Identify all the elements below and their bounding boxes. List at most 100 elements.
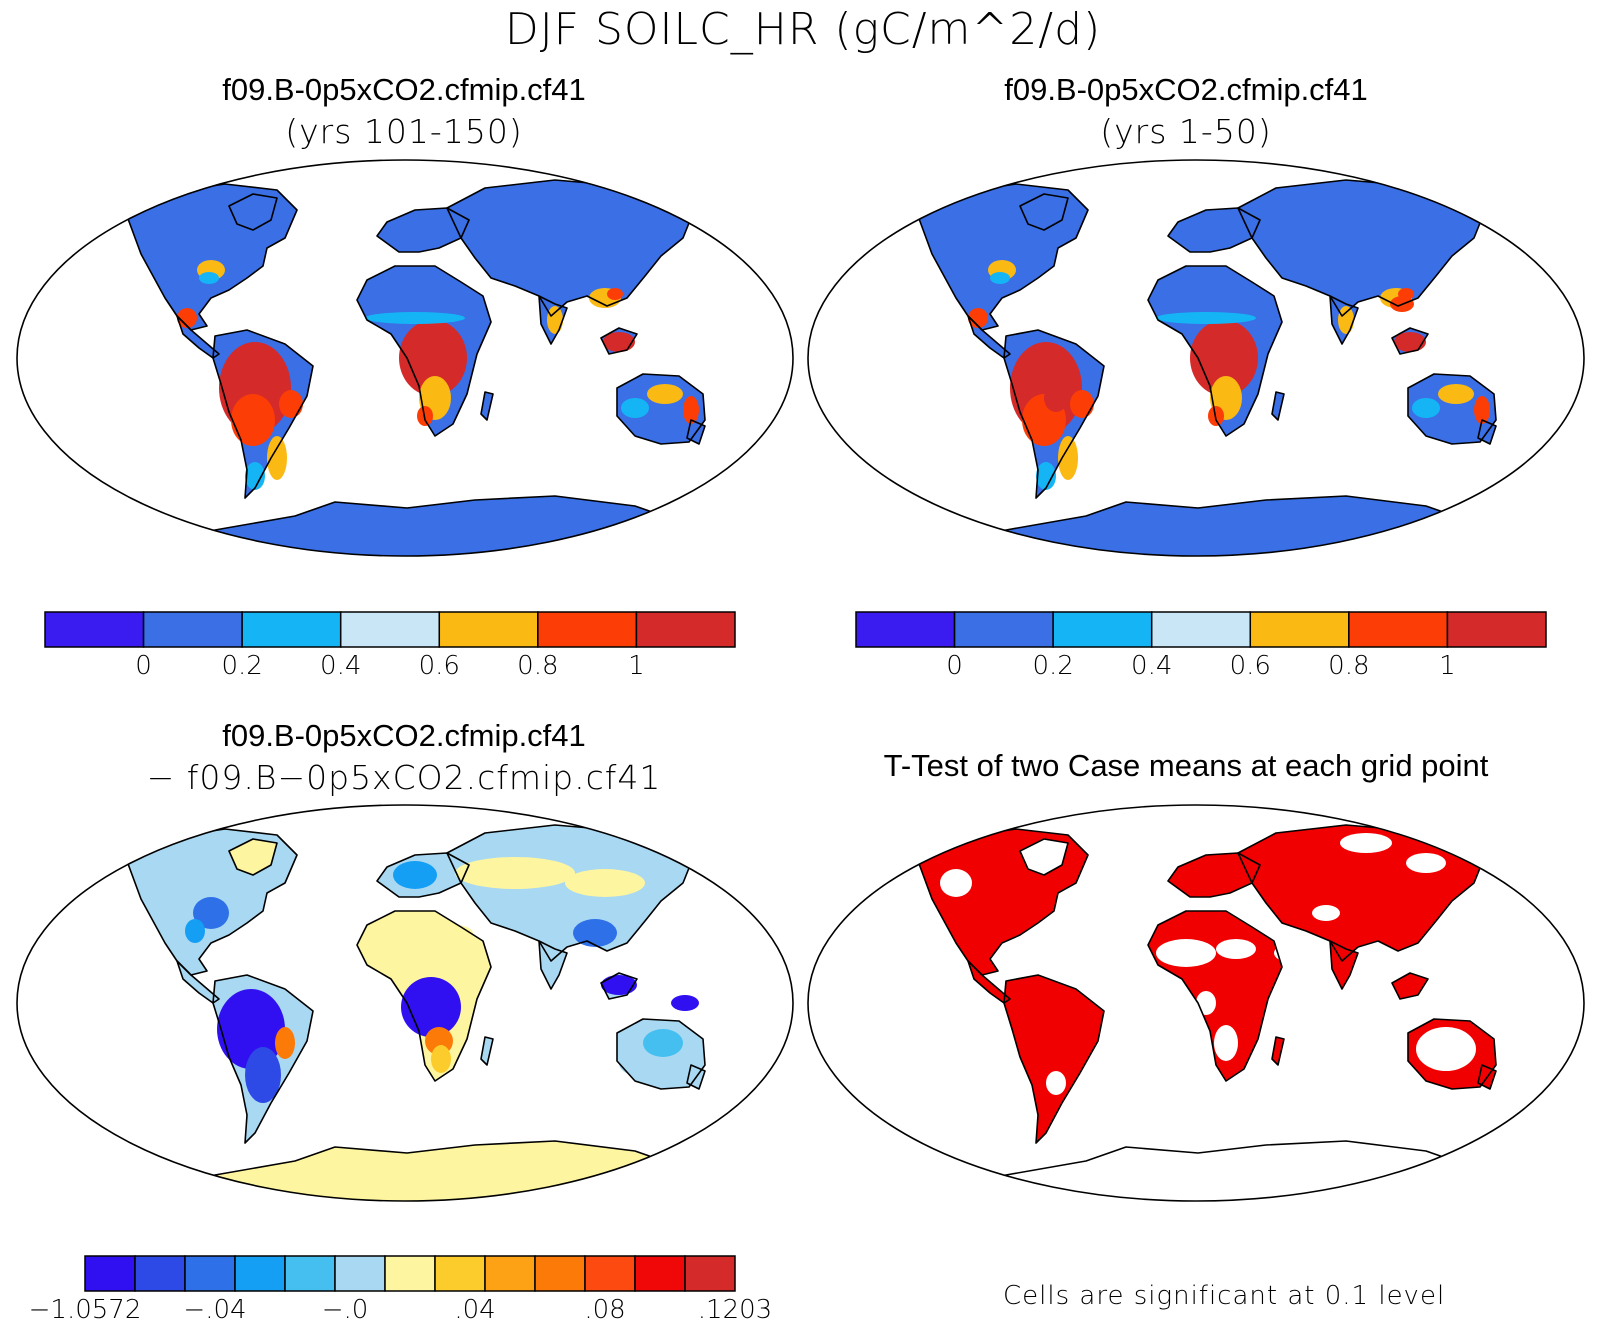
colorbar-swatch <box>1446 611 1547 648</box>
continent-southAmerica <box>1004 975 1104 1143</box>
data-patch <box>267 436 287 480</box>
data-patch <box>1438 384 1474 404</box>
continent-europe <box>1168 853 1260 897</box>
data-patch <box>990 272 1010 284</box>
data-patch <box>643 1029 683 1057</box>
coastline-madagascar <box>1271 1036 1285 1066</box>
colorbar-tick-label: 0 <box>135 651 152 681</box>
coastline-europe <box>1167 207 1261 253</box>
coastline-madagascar <box>1271 391 1285 421</box>
coastline-india <box>1329 940 1359 990</box>
coastline-australia <box>616 373 706 445</box>
colorbar-tick-label: −.0 <box>321 1295 369 1325</box>
map-bottom-left <box>16 804 794 1202</box>
continent-greenland <box>229 839 277 875</box>
colorbar-tick-label: 0.2 <box>1032 651 1074 681</box>
colorbar-swatch <box>339 611 441 648</box>
colorbar-tick-label: −1.0572 <box>28 1295 142 1325</box>
continent-australia <box>617 374 705 444</box>
map-frame <box>16 804 794 1202</box>
colorbar-top-right <box>855 611 1547 648</box>
coastline-nz <box>686 1064 706 1090</box>
data-patch <box>401 977 461 1037</box>
data-patch <box>231 394 275 446</box>
tr-case-title: f09.B-0p5xCO2.cfmip.cf41 <box>1004 72 1368 107</box>
data-patch <box>1058 436 1078 480</box>
coastline-greenland <box>228 838 278 876</box>
colorbar-tick-label: 0.2 <box>221 651 263 681</box>
data-patch <box>1156 312 1256 324</box>
coastline-southAmerica <box>1003 329 1105 499</box>
data-patch <box>1036 462 1056 490</box>
tr-years-subtitle: (yrs 1-50) <box>1100 112 1272 151</box>
data-patch <box>199 272 219 284</box>
map-frame <box>807 159 1585 557</box>
coastline-northAmerica <box>917 828 1089 976</box>
data-patch <box>177 308 197 328</box>
tl-case-title: f09.B-0p5xCO2.cfmip.cf41 <box>222 72 586 107</box>
coastline-greenland <box>1019 838 1069 876</box>
coastline-seAsia <box>1391 972 1429 1000</box>
data-patch <box>193 897 229 929</box>
data-patch <box>607 288 623 300</box>
continent-australia <box>1408 374 1496 444</box>
coastline-centralAmerica <box>176 315 220 359</box>
continent-europe <box>1168 208 1260 252</box>
map-bottom-right <box>807 804 1585 1202</box>
coastline-seAsia <box>600 972 638 1000</box>
colorbar-swatch <box>635 611 736 648</box>
coastline-india <box>1329 295 1359 345</box>
coastline-australia <box>1407 1018 1497 1090</box>
map-top-right <box>807 159 1585 557</box>
data-patch <box>547 306 563 334</box>
data-patch <box>1216 939 1256 959</box>
continent-asia <box>447 180 691 316</box>
colorbar-swatch <box>537 611 638 648</box>
data-patch <box>1338 306 1354 334</box>
colorbar-swatch <box>241 611 342 648</box>
data-patch <box>1214 1025 1238 1061</box>
data-patch <box>1274 945 1298 961</box>
coastline-southAmerica <box>1003 974 1105 1144</box>
coastline-europe <box>376 852 470 898</box>
data-patch <box>940 869 972 897</box>
data-patch <box>647 384 683 404</box>
coastline-australia <box>1407 373 1497 445</box>
coastline-europe <box>1167 852 1261 898</box>
data-patch <box>1196 991 1216 1015</box>
colorbar-swatch <box>438 611 539 648</box>
map-frame <box>807 804 1585 1202</box>
colorbar-tick-label: .04 <box>454 1295 496 1325</box>
colorbar-swatch <box>434 1255 486 1292</box>
coastline-antarctica <box>144 495 676 556</box>
colorbar-tick-label: 1 <box>628 651 645 681</box>
colorbar-swatch <box>1249 611 1350 648</box>
coastline-centralAmerica <box>967 960 1011 1004</box>
data-patch <box>1394 332 1426 352</box>
data-patch <box>437 925 473 941</box>
data-patch <box>275 1027 295 1059</box>
colorbar-swatch <box>634 1255 686 1292</box>
data-patch <box>601 975 637 995</box>
data-patch <box>1046 1071 1066 1095</box>
colorbar-swatch <box>684 1255 736 1292</box>
continent-greenland <box>1020 839 1068 875</box>
data-patch <box>1070 390 1094 418</box>
data-patch <box>1044 384 1068 412</box>
colorbar-tick-label: .1203 <box>697 1295 773 1325</box>
colorbar-swatch <box>1348 611 1449 648</box>
data-patch <box>565 869 645 897</box>
data-patch <box>185 919 205 943</box>
colorbar-swatch <box>855 611 956 648</box>
colorbar-swatch <box>284 1255 336 1292</box>
data-patch <box>671 995 699 1011</box>
colorbar-tick-label: 0.4 <box>1131 651 1173 681</box>
data-patch <box>365 312 465 324</box>
coastline-india <box>538 295 568 345</box>
colorbar-swatch <box>384 1255 436 1292</box>
colorbar-bottom-left <box>84 1255 736 1292</box>
colorbar-tick-label: −.04 <box>183 1295 247 1325</box>
data-patch <box>603 332 635 352</box>
data-patch <box>365 923 425 943</box>
coastline-australia <box>616 1018 706 1090</box>
